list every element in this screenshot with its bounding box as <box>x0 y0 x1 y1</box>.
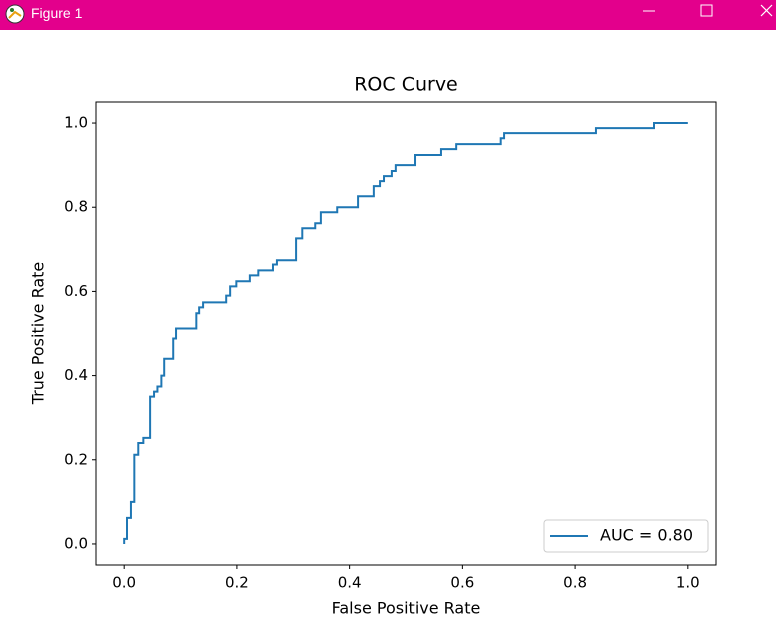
y-tick-label: 0.2 <box>64 450 88 468</box>
chart-title: ROC Curve <box>354 74 458 96</box>
y-tick-label: 0.0 <box>64 534 88 552</box>
x-axis-label: False Positive Rate <box>332 599 481 618</box>
y-tick-label: 0.8 <box>64 198 88 216</box>
window-title: Figure 1 <box>31 5 83 21</box>
x-tick-label: 0.2 <box>225 574 249 592</box>
roc-line <box>123 122 688 544</box>
x-tick-label: 0.8 <box>563 574 587 592</box>
app-icon <box>5 4 25 24</box>
y-tick-label: 0.6 <box>64 282 88 300</box>
x-tick-label: 1.0 <box>676 574 700 592</box>
y-axis-label: True Positive Rate <box>29 262 48 406</box>
x-tick-label: 0.4 <box>338 574 362 592</box>
x-tick-label: 0.6 <box>450 574 474 592</box>
legend-label: AUC = 0.80 <box>600 526 693 545</box>
maximize-button[interactable] <box>700 4 713 17</box>
window-controls <box>643 4 773 17</box>
close-button[interactable] <box>760 4 773 17</box>
plot-frame <box>95 101 717 566</box>
y-tick-label: 0.4 <box>64 366 88 384</box>
y-tick-label: 1.0 <box>64 114 88 132</box>
chart: ROC Curve False Positive Rate True Posit… <box>29 74 717 618</box>
legend-box <box>543 519 709 553</box>
title-bar: Figure 1 <box>0 0 776 30</box>
x-tick-label: 0.0 <box>112 574 136 592</box>
